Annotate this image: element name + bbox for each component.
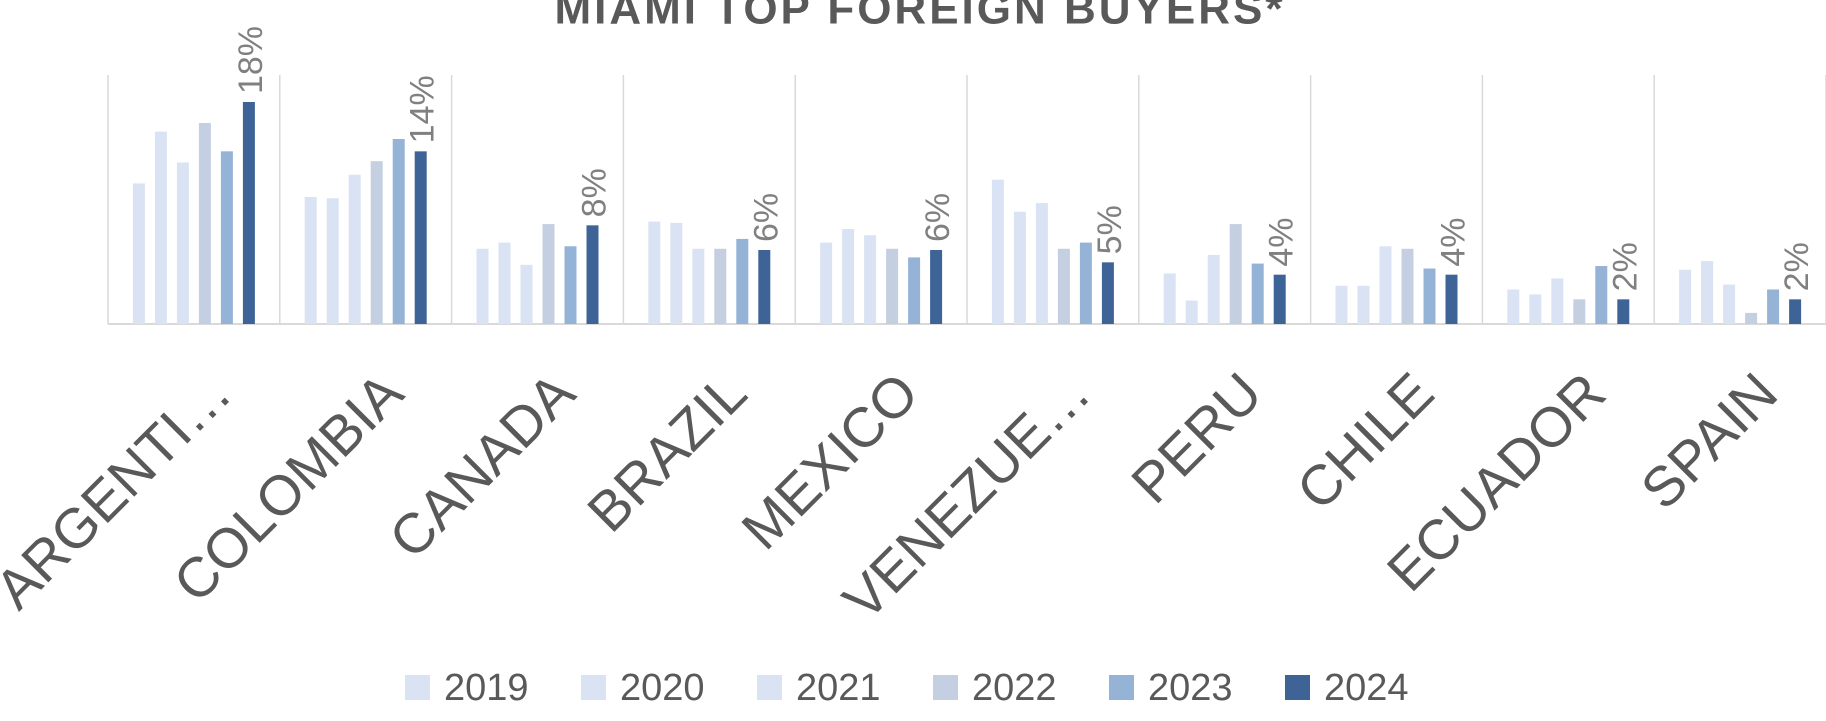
bar [1789, 299, 1802, 324]
bar [198, 122, 211, 324]
bar [176, 162, 189, 324]
bar [304, 196, 317, 324]
legend-label: 2020 [620, 667, 705, 709]
bar [1573, 299, 1586, 324]
bar [1723, 284, 1736, 324]
bar [648, 221, 661, 324]
bar [520, 264, 533, 324]
bar [370, 161, 383, 324]
bar [1379, 246, 1392, 324]
bar [1401, 248, 1414, 324]
data-label: 18% [232, 26, 270, 94]
bar [1207, 254, 1220, 324]
bar [1101, 262, 1114, 324]
bar [1423, 268, 1436, 324]
bar [864, 235, 877, 324]
bar [586, 225, 599, 324]
data-label: 6% [747, 193, 785, 242]
data-label: 5% [1091, 205, 1129, 254]
data-label: 4% [1434, 218, 1472, 267]
x-tick-label: CANADA [377, 360, 587, 570]
data-label: 14% [404, 75, 442, 143]
bar [220, 151, 233, 324]
data-label: 2% [1606, 242, 1644, 291]
bar [476, 248, 489, 324]
bar [1617, 299, 1630, 324]
bar [1745, 312, 1758, 324]
bar [714, 248, 727, 324]
data-label: 8% [575, 168, 613, 217]
x-tick-label: CHILE [1284, 360, 1445, 521]
bar [1185, 300, 1198, 324]
bar [1079, 242, 1092, 324]
bar [1445, 274, 1458, 324]
bar [1701, 261, 1714, 324]
legend-swatch [405, 675, 430, 700]
legend-label: 2023 [1148, 667, 1233, 709]
bar [886, 248, 899, 324]
legend-label: 2022 [972, 667, 1057, 709]
bar [1035, 203, 1048, 324]
data-label: 2% [1778, 242, 1816, 291]
legend-swatch [757, 675, 782, 700]
bar [242, 102, 255, 324]
legend-swatch [933, 675, 958, 700]
bar [1163, 273, 1176, 324]
legend-label: 2019 [444, 667, 529, 709]
bar [1251, 263, 1264, 324]
bar [1273, 274, 1286, 324]
bar [930, 250, 943, 324]
bar [348, 174, 361, 324]
bar [414, 151, 427, 324]
bar [692, 248, 705, 324]
bar [1679, 269, 1692, 324]
bar [498, 242, 511, 324]
bar [842, 229, 855, 324]
bar [1057, 248, 1070, 324]
legend-swatch [581, 675, 606, 700]
bar [908, 257, 921, 324]
bar [1529, 294, 1542, 324]
bar [326, 198, 339, 324]
data-label: 6% [919, 193, 957, 242]
bar [564, 246, 577, 324]
bar [542, 224, 555, 324]
x-tick-label: SPAIN [1629, 360, 1789, 520]
chart-title: MIAMI TOP FOREIGN BUYERS* [554, 0, 1285, 34]
bar [1551, 278, 1564, 324]
legend-label: 2024 [1324, 667, 1409, 709]
bar [1767, 289, 1780, 324]
bar [1595, 266, 1608, 324]
bar [1013, 211, 1026, 324]
bar [1507, 289, 1520, 324]
bar [392, 139, 405, 324]
bar [758, 250, 771, 324]
bar [132, 183, 145, 324]
x-tick-label: PERU [1119, 360, 1274, 515]
legend-swatch [1109, 675, 1134, 700]
legend-swatch [1285, 675, 1310, 700]
data-label: 4% [1263, 218, 1301, 267]
bar [1229, 224, 1242, 324]
bar [670, 222, 683, 324]
bar [991, 179, 1004, 324]
legend-label: 2021 [796, 667, 881, 709]
bar [1357, 285, 1370, 324]
bar [1335, 285, 1348, 324]
bar [154, 131, 167, 324]
bar [820, 242, 833, 324]
bar [736, 238, 749, 324]
